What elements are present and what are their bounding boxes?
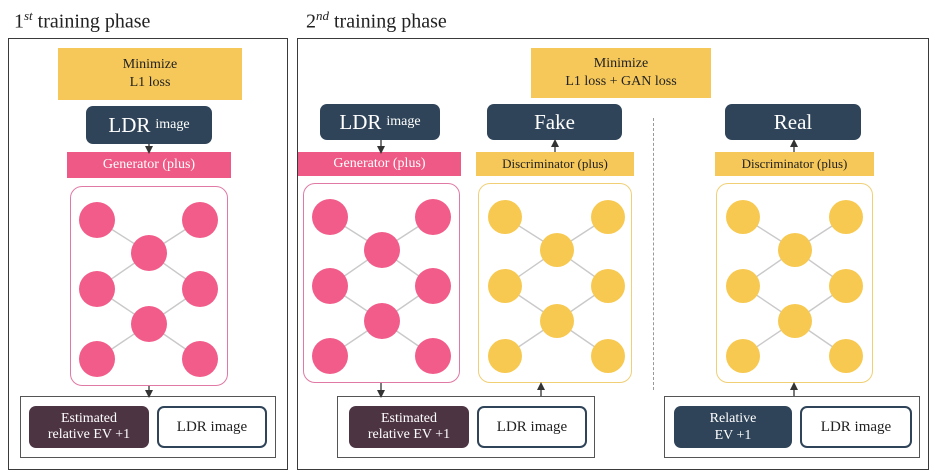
phase2-frame: [297, 38, 929, 470]
phase1-generator-network: [70, 186, 228, 386]
disc-real-node: [726, 269, 760, 303]
discriminator-network-fake: [478, 183, 632, 383]
disc-real-node: [778, 304, 812, 338]
disc-real-node: [778, 233, 812, 267]
disc-real-node: [726, 339, 760, 373]
disc-real-node: [726, 200, 760, 234]
discriminator-label-real: Discriminator (plus): [715, 152, 874, 176]
phase1-generator-node: [182, 271, 218, 307]
phase-divider: [653, 118, 654, 390]
phase1-generator-node: [182, 202, 218, 238]
phase1-ldr-image-output: LDR image: [86, 106, 212, 144]
real-ldr-image-input: LDR image: [800, 406, 912, 448]
discriminator-label-fake: Discriminator (plus): [476, 152, 634, 176]
disc-fake-node: [591, 269, 625, 303]
phase2-generator-label: Generator (plus): [298, 152, 461, 176]
phase1-generator-label: Generator (plus): [67, 152, 231, 178]
phase1-generator-node: [131, 306, 167, 342]
phase1-frame: [8, 38, 288, 470]
disc-fake-node: [591, 200, 625, 234]
disc-fake-node: [540, 233, 574, 267]
phase1-generator-node: [79, 271, 115, 307]
phase2-ldr-image-output: LDR image: [320, 104, 440, 140]
phase2-generator-network: [303, 183, 460, 383]
disc-real-node: [829, 339, 863, 373]
phase1-generator-node: [79, 341, 115, 377]
phase1-estimated-ev-box: Estimated relative EV +1: [29, 406, 149, 448]
phase2-generator-node: [415, 338, 451, 374]
phase2-generator-node: [312, 199, 348, 235]
disc-fake-node: [488, 269, 522, 303]
phase1-generator-node: [79, 202, 115, 238]
phase2-generator-node: [312, 268, 348, 304]
disc-real-node: [829, 269, 863, 303]
disc-fake-node: [488, 339, 522, 373]
phase2-minimize-box: Minimize L1 loss + GAN loss: [531, 48, 711, 98]
phase2-generator-node: [312, 338, 348, 374]
phase1-minimize-box: Minimize L1 loss: [58, 48, 242, 100]
phase2-generator-node: [415, 268, 451, 304]
disc-fake-node: [540, 304, 574, 338]
disc-fake-node: [488, 200, 522, 234]
fake-box: Fake: [487, 104, 622, 140]
phase2-generator-node: [364, 303, 400, 339]
phase2-estimated-ev-box: Estimated relative EV +1: [349, 406, 469, 448]
phase1-ldr-image-input: LDR image: [157, 406, 267, 448]
phase2-generator-node: [415, 199, 451, 235]
phase1-title: 1st training phase: [14, 8, 151, 33]
disc-real-node: [829, 200, 863, 234]
real-box: Real: [725, 104, 861, 140]
phase2-ldr-image-input: LDR image: [477, 406, 587, 448]
relative-ev-box: Relative EV +1: [674, 406, 792, 448]
phase1-generator-node: [182, 341, 218, 377]
phase1-generator-node: [131, 235, 167, 271]
disc-fake-node: [591, 339, 625, 373]
phase2-generator-node: [364, 232, 400, 268]
phase2-title: 2nd training phase: [306, 8, 447, 33]
